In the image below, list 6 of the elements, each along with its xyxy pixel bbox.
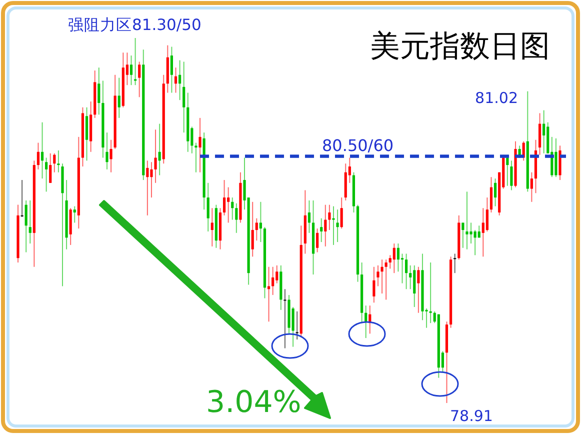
annotation: 80.50/60 bbox=[322, 136, 394, 155]
text: 强阻力区81.30/50 bbox=[68, 16, 202, 34]
text: 78.91 bbox=[450, 407, 493, 425]
annotation: 3.04% bbox=[206, 385, 302, 420]
annotation: 81.02 bbox=[475, 89, 518, 107]
chart-title: 美元指数日图 bbox=[370, 29, 550, 64]
